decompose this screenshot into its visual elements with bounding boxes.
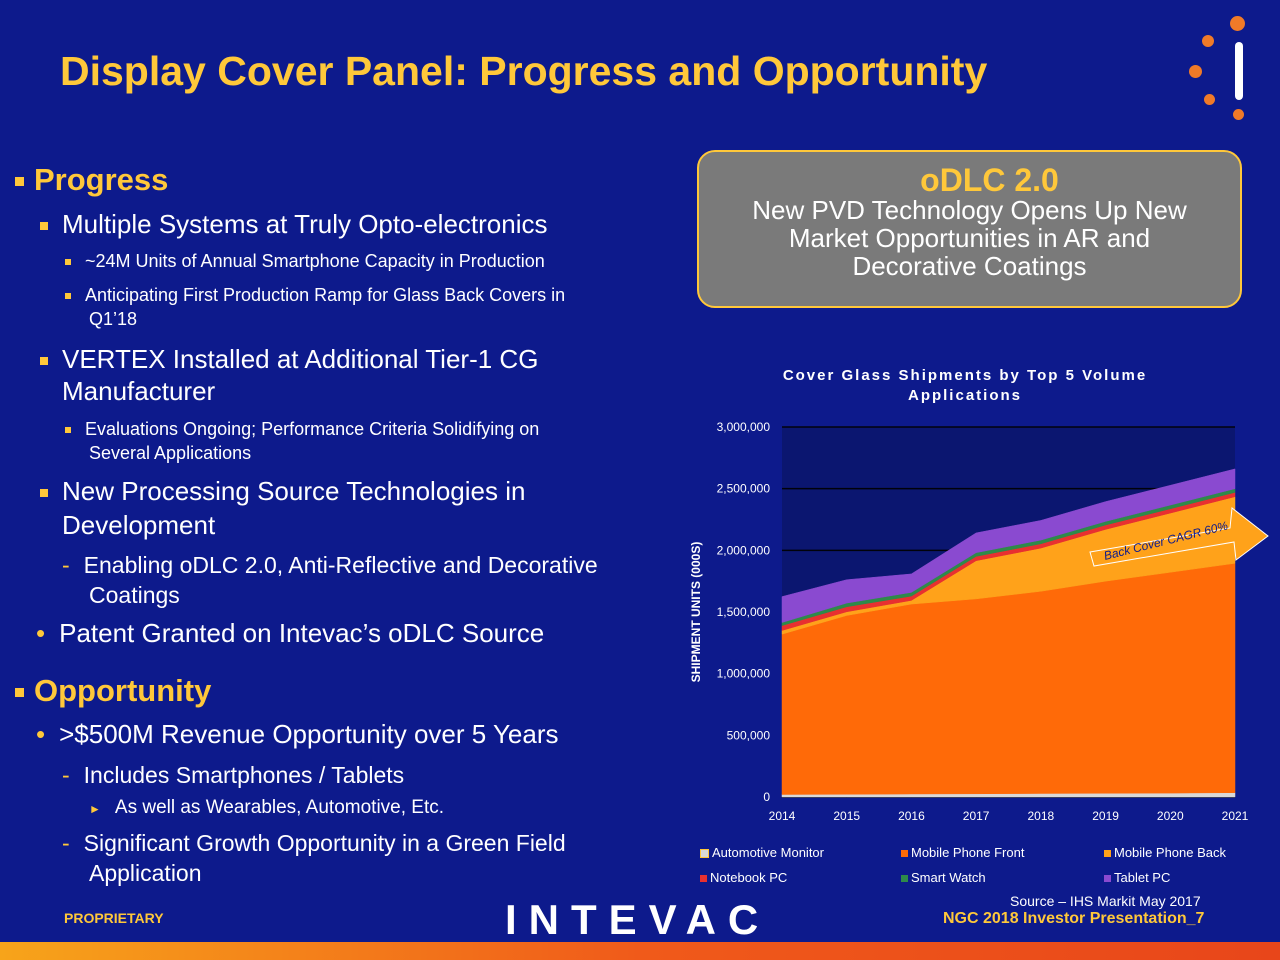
callout-line-1: New PVD Technology Opens Up New <box>752 195 1187 225</box>
sub-bullet-first-production-cont: Q1’18 <box>89 309 138 329</box>
bullet-vertex-installed-cont: Manufacturer <box>62 376 216 406</box>
bullet-new-processing-cont: Development <box>62 510 216 540</box>
x-tick-label: 2016 <box>898 809 925 823</box>
x-tick-label: 2017 <box>963 809 990 823</box>
callout-heading: oDLC 2.0 <box>920 162 1059 198</box>
legend-notebook-pc: Notebook PC <box>700 870 787 885</box>
presentation-label: NGC 2018 Investor Presentation_7 <box>943 910 1205 927</box>
dash-enabling-odlc-cont: Coatings <box>89 582 180 608</box>
y-tick-label: 1,500,000 <box>717 605 771 619</box>
legend-swatch-mobile-back <box>1104 850 1111 858</box>
legend-mobile-front: Mobile Phone Front <box>901 845 1024 860</box>
x-tick-label: 2021 <box>1222 809 1249 823</box>
callout-line-3: Decorative Coatings <box>852 251 1087 281</box>
legend-swatch-mobile-front <box>901 850 908 858</box>
series-area-tablet-pc <box>781 468 1236 623</box>
callout-line-2: Market Opportunities in AR and <box>788 223 1151 253</box>
cagr-arrow-icon <box>1089 507 1269 567</box>
legend-smart-watch: Smart Watch <box>901 870 986 885</box>
y-tick-label: 3,000,000 <box>717 420 771 434</box>
dash-enabling-odlc: - Enabling oDLC 2.0, Anti-Reflective and … <box>62 552 598 578</box>
sub-bullet-evaluations-cont: Several Applications <box>89 443 252 463</box>
sub-bullet-wearables: ► As well as Wearables, Automotive, Etc. <box>89 797 445 818</box>
dash-smartphones-tablets: - Includes Smartphones / Tablets <box>62 762 405 788</box>
x-tick-label: 2015 <box>833 809 860 823</box>
sub-bullet-capacity: ~24M Units of Annual Smartphone Capacity… <box>65 250 545 273</box>
progress-heading: Progress <box>15 162 168 198</box>
bullet-revenue-opportunity: • >$500M Revenue Opportunity over 5 Years <box>36 719 559 749</box>
legend-swatch-tablet <box>1104 875 1111 883</box>
legend-swatch-notebook <box>700 875 707 883</box>
opportunity-heading: Opportunity <box>15 673 211 709</box>
y-tick-label: 2,500,000 <box>717 482 771 496</box>
legend-swatch-automotive <box>700 849 709 859</box>
chart-title: Cover Glass Shipments by Top 5 Volume Ap… <box>782 367 1148 404</box>
bullet-vertex-installed: VERTEX Installed at Additional Tier-1 CG <box>40 342 538 376</box>
legend-mobile-back: Mobile Phone Back <box>1104 845 1226 860</box>
dash-green-field: - Significant Growth Opportunity in a Gre… <box>62 830 566 856</box>
bullet-patent-granted: • Patent Granted on Intevac’s oDLC Source <box>36 618 545 648</box>
sub-bullet-first-production: Anticipating First Production Ramp for G… <box>65 284 565 307</box>
legend-tablet-pc: Tablet PC <box>1104 870 1170 885</box>
bottom-color-strip <box>0 942 1280 960</box>
y-tick-label: 0 <box>763 790 770 804</box>
proprietary-label: PROPRIETARY <box>64 910 164 926</box>
intevac-wordmark: INTEVAC <box>505 896 771 943</box>
odlc-callout-box: oDLC 2.0 New PVD Technology Opens Up New… <box>697 150 1242 308</box>
x-tick-label: 2018 <box>1028 809 1055 823</box>
page-title: Display Cover Panel: Progress and Opport… <box>60 48 988 94</box>
legend-swatch-smart-watch <box>901 875 908 883</box>
x-tick-label: 2020 <box>1157 809 1184 823</box>
bullet-multiple-systems: Multiple Systems at Truly Opto-electroni… <box>40 207 548 241</box>
x-tick-label: 2019 <box>1092 809 1119 823</box>
source-note: Source – IHS Markit May 2017 <box>1010 893 1201 909</box>
bullet-new-processing: New Processing Source Technologies in <box>40 474 525 508</box>
y-tick-label: 1,000,000 <box>717 667 771 681</box>
sub-bullet-evaluations: Evaluations Ongoing; Performance Criteri… <box>65 418 539 441</box>
intevac-logo-icon <box>1180 10 1260 125</box>
y-tick-label: 2,000,000 <box>717 543 771 557</box>
x-tick-label: 2014 <box>769 809 796 823</box>
dash-green-field-cont: Application <box>89 860 202 886</box>
y-tick-label: 500,000 <box>727 728 771 742</box>
legend-automotive-monitor: Automotive Monitor <box>700 845 824 860</box>
